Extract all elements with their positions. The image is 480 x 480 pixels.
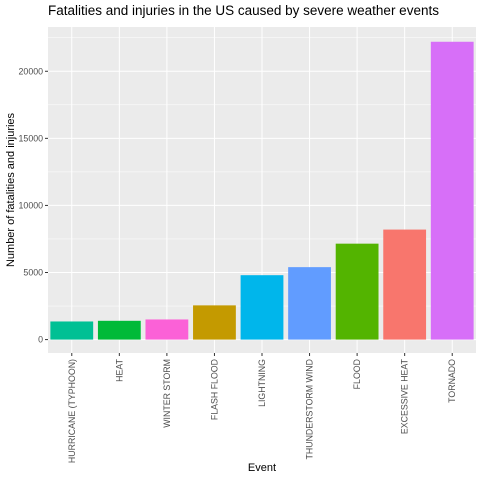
y-tick-label: 15000 (19, 133, 44, 143)
y-axis-title: Number of fatalities and injuries (5, 112, 17, 267)
y-tick-label: 5000 (23, 268, 43, 278)
x-tick-label: FLOOD (352, 359, 362, 389)
bar-hurricane-typhoon (50, 321, 94, 340)
y-tick-label: 10000 (19, 200, 44, 210)
x-tick-label: WINTER STORM (162, 359, 172, 428)
bar-thunderstorm-wind (288, 267, 331, 340)
y-axis: 0 5000 10000 15000 20000 (19, 66, 48, 345)
x-axis: HURRICANE (TYPHOON) HEAT WINTER STORM FLASH… (67, 353, 457, 463)
bar-lightning (240, 275, 284, 340)
bar-flood (335, 243, 379, 340)
x-tick-label: HEAT (114, 358, 124, 381)
x-tick-label: EXCESSIVE HEAT (400, 358, 410, 434)
x-tick-label: TORNADO (447, 359, 457, 403)
bar-tornado (430, 41, 474, 340)
y-tick-label: 20000 (19, 66, 44, 76)
chart-title: Fatalities and injuries in the US caused… (48, 3, 439, 18)
x-tick-label: HURRICANE (TYPHOON) (67, 359, 77, 463)
x-tick-label: THUNDERSTORM WIND (305, 359, 315, 460)
bar-winter-storm (145, 319, 189, 340)
bar-flash-flood (193, 305, 236, 340)
x-tick-label: FLASH FLOOD (209, 359, 219, 420)
y-tick-label: 0 (38, 335, 43, 345)
bars (50, 41, 474, 340)
bar-excessive-heat (383, 229, 427, 340)
x-axis-title: Event (248, 462, 276, 474)
x-tick-label: LIGHTNING (257, 359, 267, 407)
bar-heat (97, 320, 141, 340)
